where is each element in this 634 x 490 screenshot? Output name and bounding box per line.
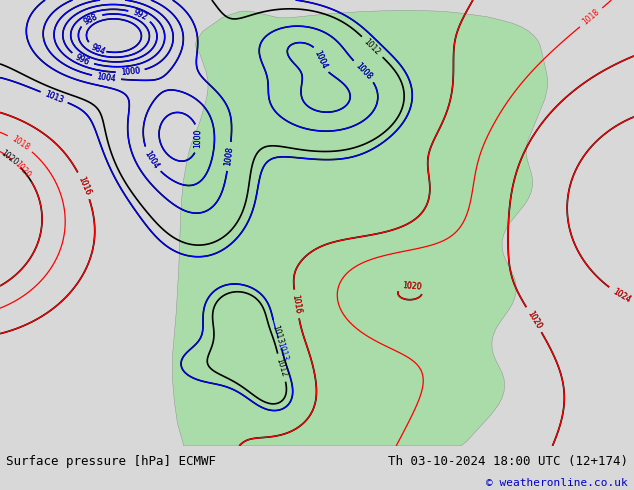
Text: 1024: 1024 xyxy=(611,287,632,304)
Text: 1004: 1004 xyxy=(143,149,160,171)
Text: 1020: 1020 xyxy=(13,160,32,180)
Text: 1004: 1004 xyxy=(96,72,117,84)
Text: 1012: 1012 xyxy=(275,357,288,378)
Text: 1000: 1000 xyxy=(193,129,203,148)
Text: 1008: 1008 xyxy=(354,61,374,81)
Polygon shape xyxy=(172,10,548,446)
Text: Th 03-10-2024 18:00 UTC (12+174): Th 03-10-2024 18:00 UTC (12+174) xyxy=(387,455,628,468)
Text: 1016: 1016 xyxy=(290,294,302,314)
Text: 984: 984 xyxy=(90,42,107,56)
Text: 996: 996 xyxy=(74,52,91,67)
Text: 1013: 1013 xyxy=(270,323,284,344)
Text: 1004: 1004 xyxy=(313,49,329,71)
Text: 1004: 1004 xyxy=(143,149,160,171)
Text: 1013: 1013 xyxy=(44,90,65,105)
Text: 992: 992 xyxy=(131,8,148,22)
Text: 1012: 1012 xyxy=(362,37,382,57)
Text: 1018: 1018 xyxy=(581,8,601,27)
Text: 992: 992 xyxy=(131,8,148,22)
Text: 1004: 1004 xyxy=(96,72,117,84)
Text: 1008: 1008 xyxy=(224,147,235,167)
Text: 1013: 1013 xyxy=(44,90,65,105)
Text: 1016: 1016 xyxy=(290,294,302,314)
Text: 1020: 1020 xyxy=(525,309,543,330)
Text: 984: 984 xyxy=(90,42,107,56)
Text: 1016: 1016 xyxy=(76,175,92,196)
Text: 1000: 1000 xyxy=(120,67,140,77)
Text: 1008: 1008 xyxy=(354,61,374,81)
Text: 988: 988 xyxy=(82,12,100,26)
Text: 1000: 1000 xyxy=(193,129,203,148)
Text: 1018: 1018 xyxy=(10,134,31,152)
Text: 988: 988 xyxy=(82,12,100,26)
Text: 1013: 1013 xyxy=(276,342,290,363)
Text: 1020: 1020 xyxy=(401,281,422,292)
Text: 1008: 1008 xyxy=(224,147,235,167)
Text: 996: 996 xyxy=(74,52,91,67)
Text: 1020: 1020 xyxy=(525,309,543,330)
Text: 1016: 1016 xyxy=(76,175,92,196)
Text: 1020: 1020 xyxy=(401,281,422,292)
Text: © weatheronline.co.uk: © weatheronline.co.uk xyxy=(486,478,628,489)
Text: 1020: 1020 xyxy=(0,148,20,167)
Text: 1004: 1004 xyxy=(313,49,329,71)
Text: Surface pressure [hPa] ECMWF: Surface pressure [hPa] ECMWF xyxy=(6,455,216,468)
Text: 1024: 1024 xyxy=(611,287,632,304)
Text: 1000: 1000 xyxy=(120,67,140,77)
